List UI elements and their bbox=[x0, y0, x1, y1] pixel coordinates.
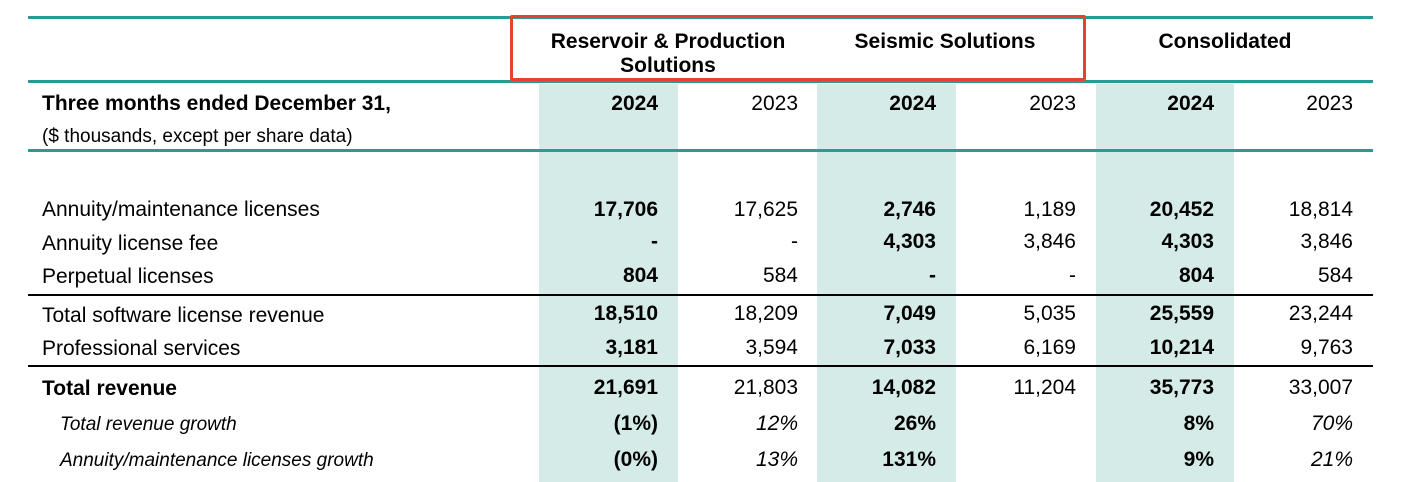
table-cell: 12% bbox=[755, 412, 798, 435]
table-cell: 131% bbox=[882, 448, 936, 471]
table-cell: 3,846 bbox=[1023, 230, 1076, 253]
table-cell: 7,033 bbox=[883, 336, 936, 359]
table-cell: 7,049 bbox=[883, 302, 936, 325]
table-cell: 4,303 bbox=[883, 230, 936, 253]
table-cell: 9,763 bbox=[1300, 336, 1353, 359]
year-header: 2023 bbox=[1306, 92, 1353, 115]
table-cell: 17,706 bbox=[593, 198, 658, 221]
table-cell: 9% bbox=[1183, 448, 1214, 471]
table-cell: 35,773 bbox=[1149, 376, 1214, 399]
year-header: 2024 bbox=[1167, 92, 1214, 115]
table-cell: 8% bbox=[1183, 412, 1214, 435]
table-cell: - bbox=[651, 230, 658, 253]
table-cell: 3,594 bbox=[745, 336, 798, 359]
segment-header-consolidated: Consolidated bbox=[1158, 30, 1292, 53]
row-label: Annuity/maintenance licenses bbox=[42, 198, 320, 221]
segment-header-seismic: Seismic Solutions bbox=[854, 30, 1036, 53]
table-cell: 5,035 bbox=[1023, 302, 1076, 325]
subtotal-rule bbox=[28, 294, 1373, 296]
row-label: Professional services bbox=[42, 337, 241, 360]
table-cell: 21% bbox=[1310, 448, 1353, 471]
table-cell: 804 bbox=[1178, 264, 1214, 287]
year-header: 2023 bbox=[1029, 92, 1076, 115]
units-note: ($ thousands, except per share data) bbox=[42, 126, 353, 147]
table-cell: 21,691 bbox=[593, 376, 658, 399]
table-cell: - bbox=[929, 264, 936, 287]
table-cell: 18,209 bbox=[733, 302, 798, 325]
row-label: Total revenue growth bbox=[60, 414, 237, 435]
year-header: 2024 bbox=[611, 92, 658, 115]
table-cell: 13% bbox=[755, 448, 798, 471]
row-label: Perpetual licenses bbox=[42, 265, 214, 288]
row-label: Total revenue bbox=[42, 377, 177, 400]
table-cell: 14,082 bbox=[871, 376, 936, 399]
table-cell: 20,452 bbox=[1149, 198, 1214, 221]
total-rule bbox=[28, 365, 1373, 367]
table-cell: 4,303 bbox=[1161, 230, 1214, 253]
table-cell: 33,007 bbox=[1288, 376, 1353, 399]
segment-highlight-box bbox=[510, 15, 1086, 81]
segment-header-rule bbox=[28, 80, 1373, 83]
table-cell: 21,803 bbox=[733, 376, 798, 399]
column-header-rule bbox=[28, 149, 1373, 152]
table-cell: - bbox=[791, 230, 798, 253]
table-cell: 3,846 bbox=[1300, 230, 1353, 253]
table-cell: 11,204 bbox=[1013, 376, 1076, 399]
row-label: Total software license revenue bbox=[42, 304, 325, 327]
table-cell: 70% bbox=[1310, 412, 1353, 435]
table-cell: 2,746 bbox=[883, 198, 936, 221]
table-cell: 584 bbox=[762, 264, 798, 287]
table-cell: 1,189 bbox=[1023, 198, 1076, 221]
table-cell: 3,181 bbox=[605, 336, 658, 359]
period-heading: Three months ended December 31, bbox=[42, 92, 391, 115]
table-cell: 17,625 bbox=[733, 198, 798, 221]
table-cell: 18,814 bbox=[1288, 198, 1353, 221]
table-cell: 18,510 bbox=[593, 302, 658, 325]
table-cell: 25,559 bbox=[1149, 302, 1214, 325]
year-header: 2024 bbox=[889, 92, 936, 115]
table-cell: (0%) bbox=[613, 448, 658, 471]
table-cell: 10,214 bbox=[1149, 336, 1214, 359]
table-cell: 6,169 bbox=[1023, 336, 1076, 359]
row-label: Annuity license fee bbox=[42, 232, 219, 255]
table-cell: 584 bbox=[1317, 264, 1353, 287]
table-cell: 26% bbox=[893, 412, 936, 435]
table-cell: (1%) bbox=[613, 412, 658, 435]
row-label: Annuity/maintenance licenses growth bbox=[60, 450, 374, 471]
table-cell: - bbox=[1069, 264, 1076, 287]
table-cell: 23,244 bbox=[1288, 302, 1353, 325]
segment-header-rps: Reservoir & Production Solutions bbox=[550, 30, 786, 77]
year-header: 2023 bbox=[751, 92, 798, 115]
table-cell: 804 bbox=[622, 264, 658, 287]
